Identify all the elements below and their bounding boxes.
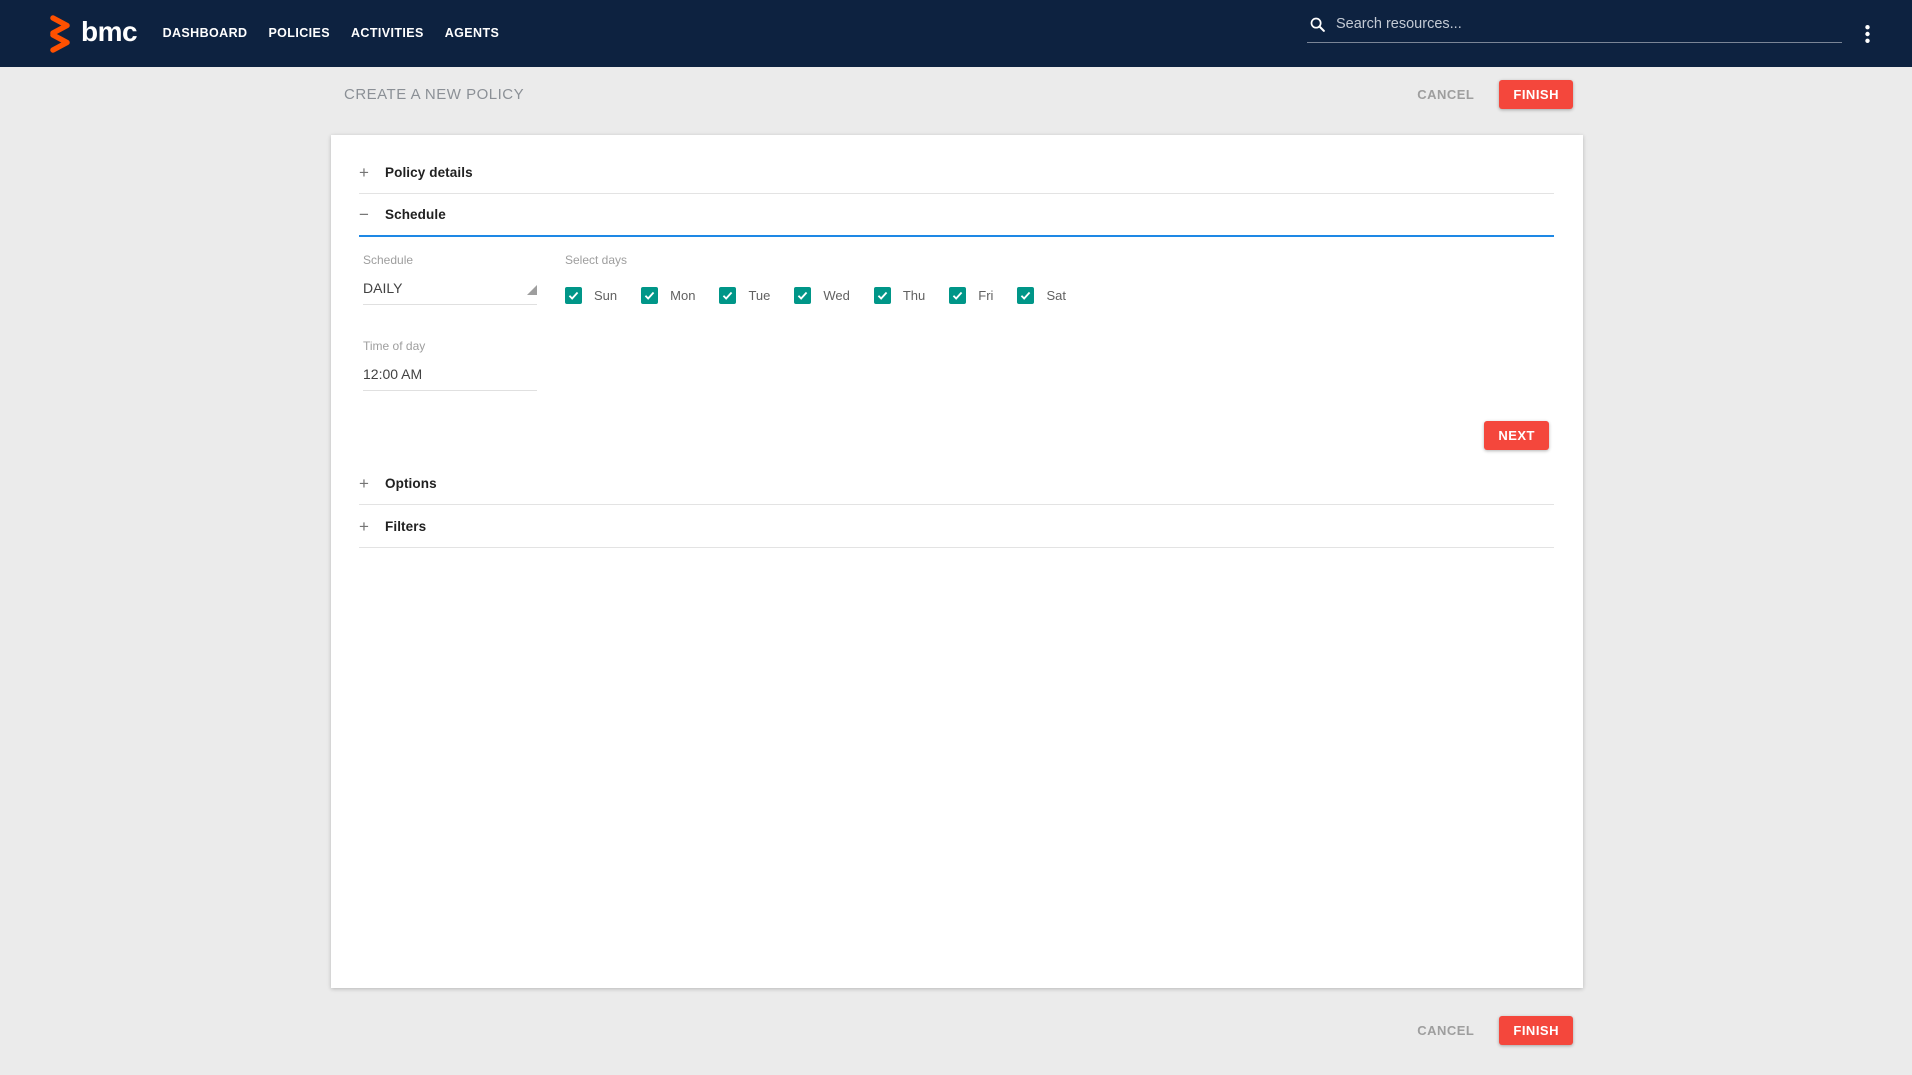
collapse-minus-icon[interactable]: −: [359, 205, 369, 224]
nav-dashboard[interactable]: DASHBOARD: [162, 26, 248, 40]
section-options[interactable]: + Options: [359, 462, 1554, 505]
checkbox-checked-icon[interactable]: [565, 287, 582, 304]
nav-policies[interactable]: POLICIES: [268, 26, 330, 40]
checkbox-checked-icon[interactable]: [794, 287, 812, 304]
main-nav: DASHBOARD POLICIES ACTIVITIES AGENTS: [152, 0, 510, 67]
finish-button-top[interactable]: FINISH: [1499, 79, 1573, 109]
nav-activities[interactable]: ACTIVITIES: [350, 26, 424, 40]
next-row: NEXT: [359, 421, 1554, 450]
schedule-select[interactable]: DAILY: [363, 280, 537, 305]
day-checkbox-tue[interactable]: Tue: [719, 287, 770, 304]
dropdown-triangle-icon: [527, 285, 537, 295]
checkbox-checked-icon[interactable]: [949, 287, 967, 304]
time-of-day-label: Time of day: [363, 339, 426, 353]
section-label: Policy details: [385, 164, 473, 180]
checkbox-checked-icon[interactable]: [641, 287, 659, 304]
day-label: Sun: [594, 288, 618, 303]
schedule-select-field: Schedule DAILY: [363, 253, 565, 305]
bmc-logo-icon: [50, 14, 70, 53]
day-checkbox-fri[interactable]: Fri: [949, 287, 993, 304]
time-of-day-field: Time of day 12:00 AM: [363, 339, 565, 391]
section-label: Schedule: [385, 207, 446, 222]
page-header: CREATE A NEW POLICY CANCEL FINISH: [0, 67, 1912, 121]
kebab-menu-icon[interactable]: [1865, 0, 1870, 67]
section-filters[interactable]: + Filters: [359, 505, 1554, 548]
day-checkbox-mon[interactable]: Mon: [641, 287, 695, 304]
day-label: Wed: [823, 288, 850, 303]
day-label: Fri: [978, 288, 994, 303]
day-label: Sat: [1046, 288, 1066, 303]
cancel-button-top[interactable]: CANCEL: [1417, 86, 1475, 102]
schedule-field-label: Schedule: [363, 253, 414, 267]
schedule-section-body: Schedule DAILY Time of day 12:00 AM Sele…: [359, 237, 1554, 391]
nav-agents[interactable]: AGENTS: [444, 26, 500, 40]
checkbox-checked-icon[interactable]: [719, 287, 737, 304]
day-label: Mon: [670, 288, 696, 303]
footer-action-bar: CANCEL FINISH: [0, 1016, 1912, 1045]
brand-text: bmc: [81, 15, 138, 47]
day-checkbox-wed[interactable]: Wed: [794, 287, 850, 304]
day-label: Thu: [902, 288, 926, 303]
finish-button-bottom[interactable]: FINISH: [1499, 1016, 1573, 1045]
next-button[interactable]: NEXT: [1484, 421, 1549, 450]
top-navbar: bmc DASHBOARD POLICIES ACTIVITIES AGENTS: [0, 0, 1912, 67]
search-input[interactable]: [1336, 16, 1842, 32]
page-title: CREATE A NEW POLICY: [344, 85, 525, 103]
day-checkbox-sat[interactable]: Sat: [1017, 287, 1066, 304]
day-checkbox-sun[interactable]: Sun: [565, 287, 617, 304]
section-label: Options: [385, 475, 437, 491]
day-label: Tue: [748, 288, 771, 303]
section-label: Filters: [385, 518, 427, 534]
days-row: Sun Mon Tue Wed Thu: [565, 287, 1554, 304]
expand-plus-icon[interactable]: +: [359, 162, 369, 182]
expand-plus-icon[interactable]: +: [359, 473, 369, 493]
day-checkbox-thu[interactable]: Thu: [873, 287, 926, 304]
select-days-label: Select days: [565, 253, 628, 267]
policy-wizard-card: + Policy details − Schedule Schedule DAI…: [331, 135, 1583, 988]
checkbox-checked-icon[interactable]: [1017, 287, 1035, 304]
search-icon: [1310, 17, 1325, 32]
section-schedule[interactable]: − Schedule: [359, 194, 1554, 237]
cancel-button-bottom[interactable]: CANCEL: [1417, 1023, 1475, 1038]
expand-plus-icon[interactable]: +: [359, 516, 369, 536]
bmc-logo[interactable]: bmc: [48, 14, 138, 54]
schedule-select-value: DAILY: [363, 280, 403, 296]
section-policy-details[interactable]: + Policy details: [359, 151, 1554, 194]
time-of-day-input[interactable]: 12:00 AM: [363, 366, 537, 391]
search-box: [1307, 0, 1842, 43]
time-of-day-value: 12:00 AM: [363, 366, 423, 382]
checkbox-checked-icon[interactable]: [873, 287, 891, 304]
